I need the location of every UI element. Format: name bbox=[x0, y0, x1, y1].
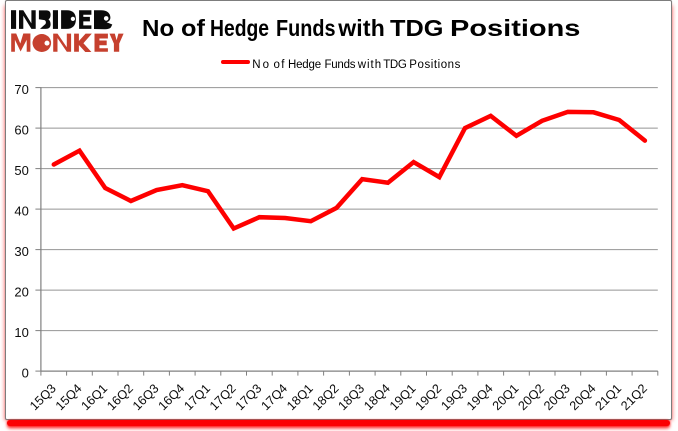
svg-text:16Q2: 16Q2 bbox=[104, 381, 136, 413]
svg-text:21Q1: 21Q1 bbox=[593, 381, 625, 413]
svg-text:18Q3: 18Q3 bbox=[336, 381, 368, 413]
svg-text:50: 50 bbox=[14, 163, 28, 178]
svg-text:40: 40 bbox=[14, 203, 28, 218]
svg-text:17Q3: 17Q3 bbox=[233, 381, 265, 413]
svg-text:70: 70 bbox=[14, 82, 28, 97]
svg-text:20: 20 bbox=[14, 284, 28, 299]
svg-text:10: 10 bbox=[14, 325, 28, 340]
svg-text:18Q2: 18Q2 bbox=[310, 381, 342, 413]
svg-text:20Q1: 20Q1 bbox=[490, 381, 522, 413]
svg-text:15Q3: 15Q3 bbox=[27, 381, 59, 413]
svg-text:18Q1: 18Q1 bbox=[284, 381, 316, 413]
svg-text:30: 30 bbox=[14, 244, 28, 259]
svg-text:20Q4: 20Q4 bbox=[567, 381, 599, 413]
svg-text:16Q1: 16Q1 bbox=[79, 381, 111, 413]
svg-text:0: 0 bbox=[22, 365, 29, 380]
svg-text:20Q2: 20Q2 bbox=[515, 381, 547, 413]
svg-text:15Q4: 15Q4 bbox=[53, 381, 85, 413]
svg-text:19Q2: 19Q2 bbox=[413, 381, 445, 413]
svg-text:21Q2: 21Q2 bbox=[618, 381, 650, 413]
svg-text:16Q3: 16Q3 bbox=[130, 381, 162, 413]
svg-text:19Q3: 19Q3 bbox=[438, 381, 470, 413]
svg-text:60: 60 bbox=[14, 122, 28, 137]
svg-text:18Q4: 18Q4 bbox=[361, 381, 393, 413]
svg-text:17Q1: 17Q1 bbox=[181, 381, 213, 413]
svg-text:19Q4: 19Q4 bbox=[464, 381, 496, 413]
svg-text:20Q3: 20Q3 bbox=[541, 381, 573, 413]
svg-text:16Q4: 16Q4 bbox=[156, 381, 188, 413]
svg-text:19Q1: 19Q1 bbox=[387, 381, 419, 413]
svg-text:17Q2: 17Q2 bbox=[207, 381, 239, 413]
svg-text:17Q4: 17Q4 bbox=[258, 381, 290, 413]
